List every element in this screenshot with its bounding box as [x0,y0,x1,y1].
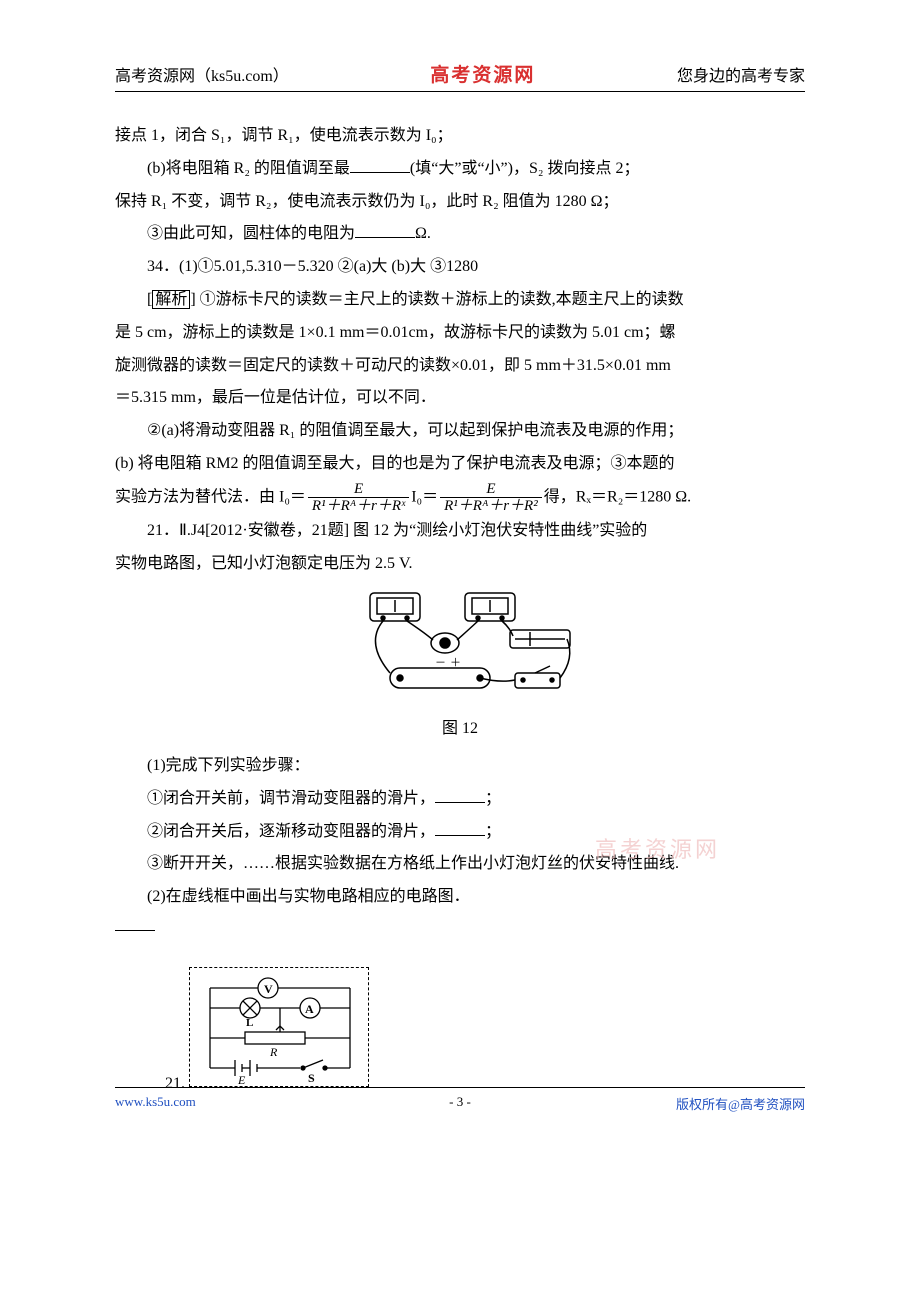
text: ③由此可知，圆柱体的电阻为 [147,225,355,242]
para-9: ＝5.315 mm，最后一位是估计位，可以不同． [115,382,805,415]
watermark: 高考资源网 [595,832,720,864]
page-footer: www.ks5u.com - 3 - 版权所有@高考资源网 [115,1087,805,1113]
para-2: (b)将电阻箱 R₂ 的阻值调至最 (填“大”或“小”)，S₂ 拨向接点 2； [115,153,805,186]
footer-page-number: - 3 - [449,1094,471,1110]
para-5-answer: 34．(1)①5.01,5.310－5.320 ②(a)大 (b)大 ③1280 [115,251,805,284]
para-10: ②(a)将滑动变阻器 R₁ 的阻值调至最大，可以起到保护电流表及电源的作用； [115,415,805,448]
text: ； [485,823,501,840]
text: 实验方法为替代法．由 I₀＝ [115,488,306,505]
header-center: 高考资源网 [430,60,535,87]
para-8: 旋测微器的读数＝固定尺的读数＋可动尺的读数×0.01，即 5 mm＋31.5×0… [115,350,805,383]
analysis-label: 解析 [152,290,190,309]
para-19: (2)在虚线框中画出与实物电路相应的电路图． [115,881,805,914]
svg-text:E: E [237,1073,246,1087]
text: 得，Rₓ＝R₂＝1280 Ω. [544,488,691,505]
para-3: 保持 R₁ 不变，调节 R₂，使电流表示数仍为 I₀，此时 R₂ 阻值为 128… [115,186,805,219]
blank-fill [355,222,415,238]
text: (填“大”或“小”)，S₂ 拨向接点 2； [410,160,640,177]
para-13: 21．Ⅱ.J4[2012·安徽卷，21题] 图 12 为“测绘小灯泡伏安特性曲线… [115,515,805,548]
header-left: 高考资源网（ks5u.com） [115,62,289,86]
para-11: (b) 将电阻箱 RM2 的阻值调至最大，目的也是为了保护电流表及电源；③本题的 [115,448,805,481]
svg-text:V: V [264,982,273,996]
figure-caption: 图 12 [115,713,805,746]
svg-text:L: L [246,1017,253,1029]
fraction-2: ER¹＋Rᴬ＋r＋R² [440,481,542,515]
para-4: ③由此可知，圆柱体的电阻为 Ω. [115,218,805,251]
text: ②闭合开关后，逐渐移动变阻器的滑片， [147,823,435,840]
svg-text:S: S [308,1071,315,1085]
denominator: R¹＋Rᴬ＋r＋Rˣ [308,498,409,515]
blank-fill [435,787,485,803]
para-1: 接点 1，闭合 S₁，调节 R₁，使电流表示数为 I₀； [115,120,805,153]
numerator: E [308,481,409,499]
para-15: (1)完成下列实验步骤： [115,750,805,783]
figure-12: － ＋ 图 12 [115,588,805,746]
circuit-schematic: V L A [189,967,369,1087]
header-right: 您身边的高考专家 [677,62,805,86]
denominator: R¹＋Rᴬ＋r＋R² [440,498,542,515]
para-16: ①闭合开关前，调节滑动变阻器的滑片， ； [115,783,805,816]
dash-marker [115,914,805,947]
blank-fill [350,157,410,173]
svg-text:R: R [269,1045,278,1059]
footer-copyright: 版权所有@高考资源网 [676,1094,805,1113]
para-7: 是 5 cm，游标上的读数是 1×0.1 mm＝0.01cm，故游标卡尺的读数为… [115,317,805,350]
circuit-photo-icon: － ＋ [335,588,585,711]
para-14: 实物电路图，已知小灯泡额定电压为 2.5 V. [115,548,805,581]
text: ①闭合开关前，调节滑动变阻器的滑片， [147,790,435,807]
text: I₀＝ [411,488,438,505]
document-content: 接点 1，闭合 S₁，调节 R₁，使电流表示数为 I₀； (b)将电阻箱 R₂ … [115,120,805,1101]
para-12: 实验方法为替代法．由 I₀＝ER¹＋Rᴬ＋r＋RˣI₀＝ER¹＋Rᴬ＋r＋R²得… [115,481,805,515]
blank-fill [435,820,485,836]
text: Ω. [415,225,431,242]
fraction-1: ER¹＋Rᴬ＋r＋Rˣ [308,481,409,515]
svg-text:－: － [435,657,446,669]
circuit-diagram-block: 21. V L [165,967,805,1101]
page-header: 高考资源网（ks5u.com） 高考资源网 您身边的高考专家 [115,60,805,92]
svg-text:＋: ＋ [450,657,461,669]
svg-text:A: A [305,1002,314,1016]
footer-url: www.ks5u.com [115,1094,196,1113]
text: (b)将电阻箱 R₂ 的阻值调至最 [147,160,350,177]
numerator: E [440,481,542,499]
para-6: [解析] ①游标卡尺的读数＝主尺上的读数＋游标上的读数,本题主尺上的读数 [115,284,805,317]
text: ； [485,790,501,807]
text: ①游标卡尺的读数＝主尺上的读数＋游标上的读数,本题主尺上的读数 [196,291,684,308]
